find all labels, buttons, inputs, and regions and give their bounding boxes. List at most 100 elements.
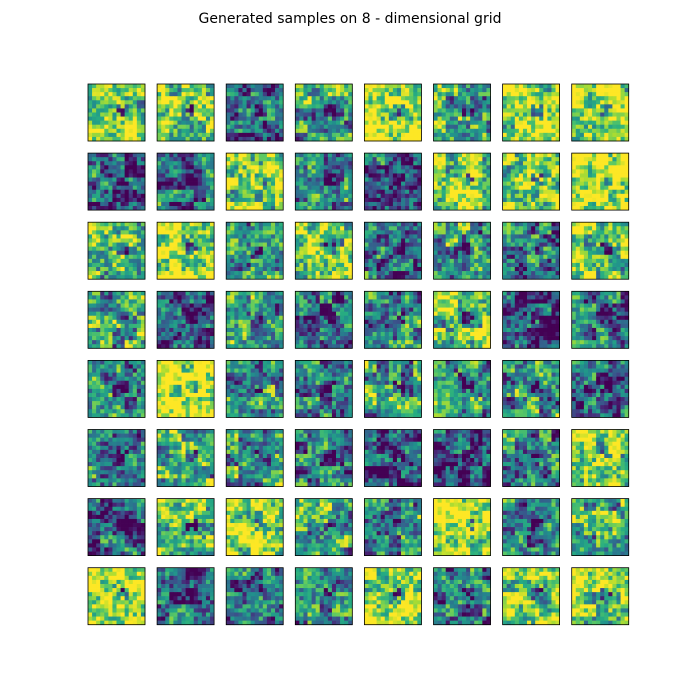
pixel — [612, 100, 617, 105]
pixel — [92, 336, 97, 341]
pixel — [157, 222, 162, 227]
pixel — [449, 242, 455, 247]
pixel — [234, 120, 239, 126]
pixel — [116, 84, 121, 89]
pixel — [348, 165, 353, 170]
pixel — [510, 165, 516, 170]
pixel — [205, 254, 211, 260]
pixel — [457, 246, 463, 252]
pixel — [279, 189, 284, 195]
pixel — [470, 271, 475, 276]
pixel — [124, 165, 130, 170]
pixel — [323, 201, 329, 207]
pixel — [616, 234, 621, 239]
pixel — [405, 96, 410, 101]
pixel — [449, 173, 455, 178]
pixel — [104, 92, 109, 97]
pixel — [409, 153, 414, 158]
pixel — [336, 246, 341, 252]
pixel — [340, 96, 345, 101]
pixel — [340, 242, 345, 247]
pixel — [189, 96, 195, 101]
pixel — [104, 254, 109, 260]
pixel — [108, 336, 113, 341]
pixel — [535, 234, 540, 239]
pixel — [140, 303, 146, 308]
pixel — [173, 271, 178, 276]
pixel — [462, 197, 467, 203]
pixel — [401, 226, 406, 231]
pixel — [340, 234, 345, 239]
pixel — [250, 165, 256, 170]
pixel — [478, 165, 483, 170]
pixel — [596, 185, 601, 191]
pixel — [254, 153, 260, 158]
pixel — [96, 201, 101, 207]
pixel — [368, 193, 373, 199]
pixel — [279, 201, 284, 207]
pixel — [396, 206, 402, 211]
pixel — [437, 128, 442, 134]
pixel — [368, 238, 373, 243]
pixel — [543, 266, 548, 272]
pixel — [596, 246, 601, 252]
pixel — [92, 246, 97, 252]
pixel — [173, 250, 178, 256]
pixel — [340, 116, 345, 121]
pixel — [583, 165, 589, 170]
pixel — [262, 153, 268, 158]
pixel — [620, 173, 625, 178]
pixel — [518, 173, 524, 178]
pixel — [112, 336, 117, 341]
pixel — [234, 185, 239, 191]
pixel — [307, 173, 312, 178]
pixel — [624, 116, 630, 121]
pixel — [201, 275, 207, 280]
pixel — [279, 230, 284, 235]
pixel — [612, 238, 617, 243]
pixel — [100, 201, 105, 207]
pixel — [303, 165, 308, 170]
pixel — [388, 193, 394, 199]
pixel — [307, 136, 312, 142]
pixel — [161, 132, 166, 138]
pixel — [104, 185, 109, 191]
pixel — [608, 108, 613, 113]
pixel — [307, 197, 312, 203]
pixel — [234, 165, 239, 170]
pixel — [177, 226, 182, 231]
pixel — [445, 132, 451, 138]
pixel — [445, 104, 451, 109]
pixel — [197, 197, 203, 203]
pixel — [193, 206, 199, 211]
pixel — [173, 262, 178, 268]
pixel — [587, 120, 593, 126]
pixel — [197, 254, 203, 260]
pixel — [323, 226, 329, 231]
pixel — [466, 96, 471, 101]
pixel — [340, 104, 345, 109]
pixel — [616, 185, 621, 191]
pixel — [600, 169, 605, 174]
pixel — [88, 100, 93, 105]
pixel — [104, 177, 109, 182]
pixel — [266, 108, 272, 113]
pixel — [205, 128, 211, 134]
pixel — [189, 92, 195, 97]
pixel — [600, 104, 605, 109]
pixel — [173, 112, 178, 117]
pixel — [88, 299, 93, 304]
pixel — [612, 165, 617, 170]
pixel — [181, 299, 186, 304]
pixel — [571, 181, 577, 187]
pixel — [238, 116, 243, 121]
pixel — [307, 161, 312, 166]
pixel — [136, 336, 142, 341]
pixel — [140, 262, 146, 268]
pixel — [478, 104, 483, 109]
pixel — [88, 116, 93, 121]
pixel — [437, 271, 442, 276]
pixel — [307, 108, 312, 113]
pixel — [474, 112, 479, 117]
pixel — [376, 254, 382, 260]
